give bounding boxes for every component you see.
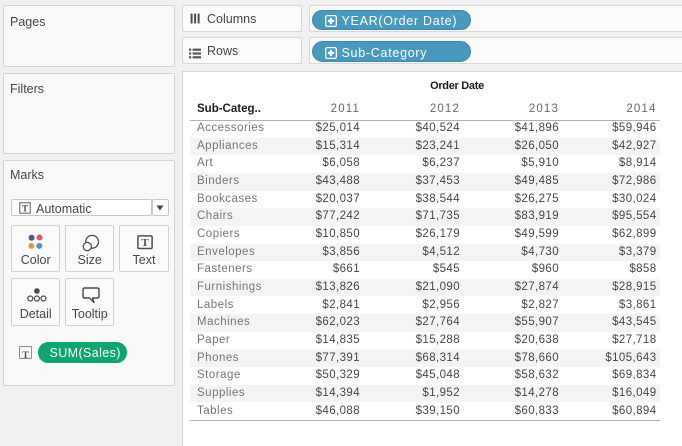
svg-text:T: T — [22, 204, 29, 214]
svg-text:T: T — [142, 237, 150, 249]
svg-text:T: T — [22, 351, 29, 360]
